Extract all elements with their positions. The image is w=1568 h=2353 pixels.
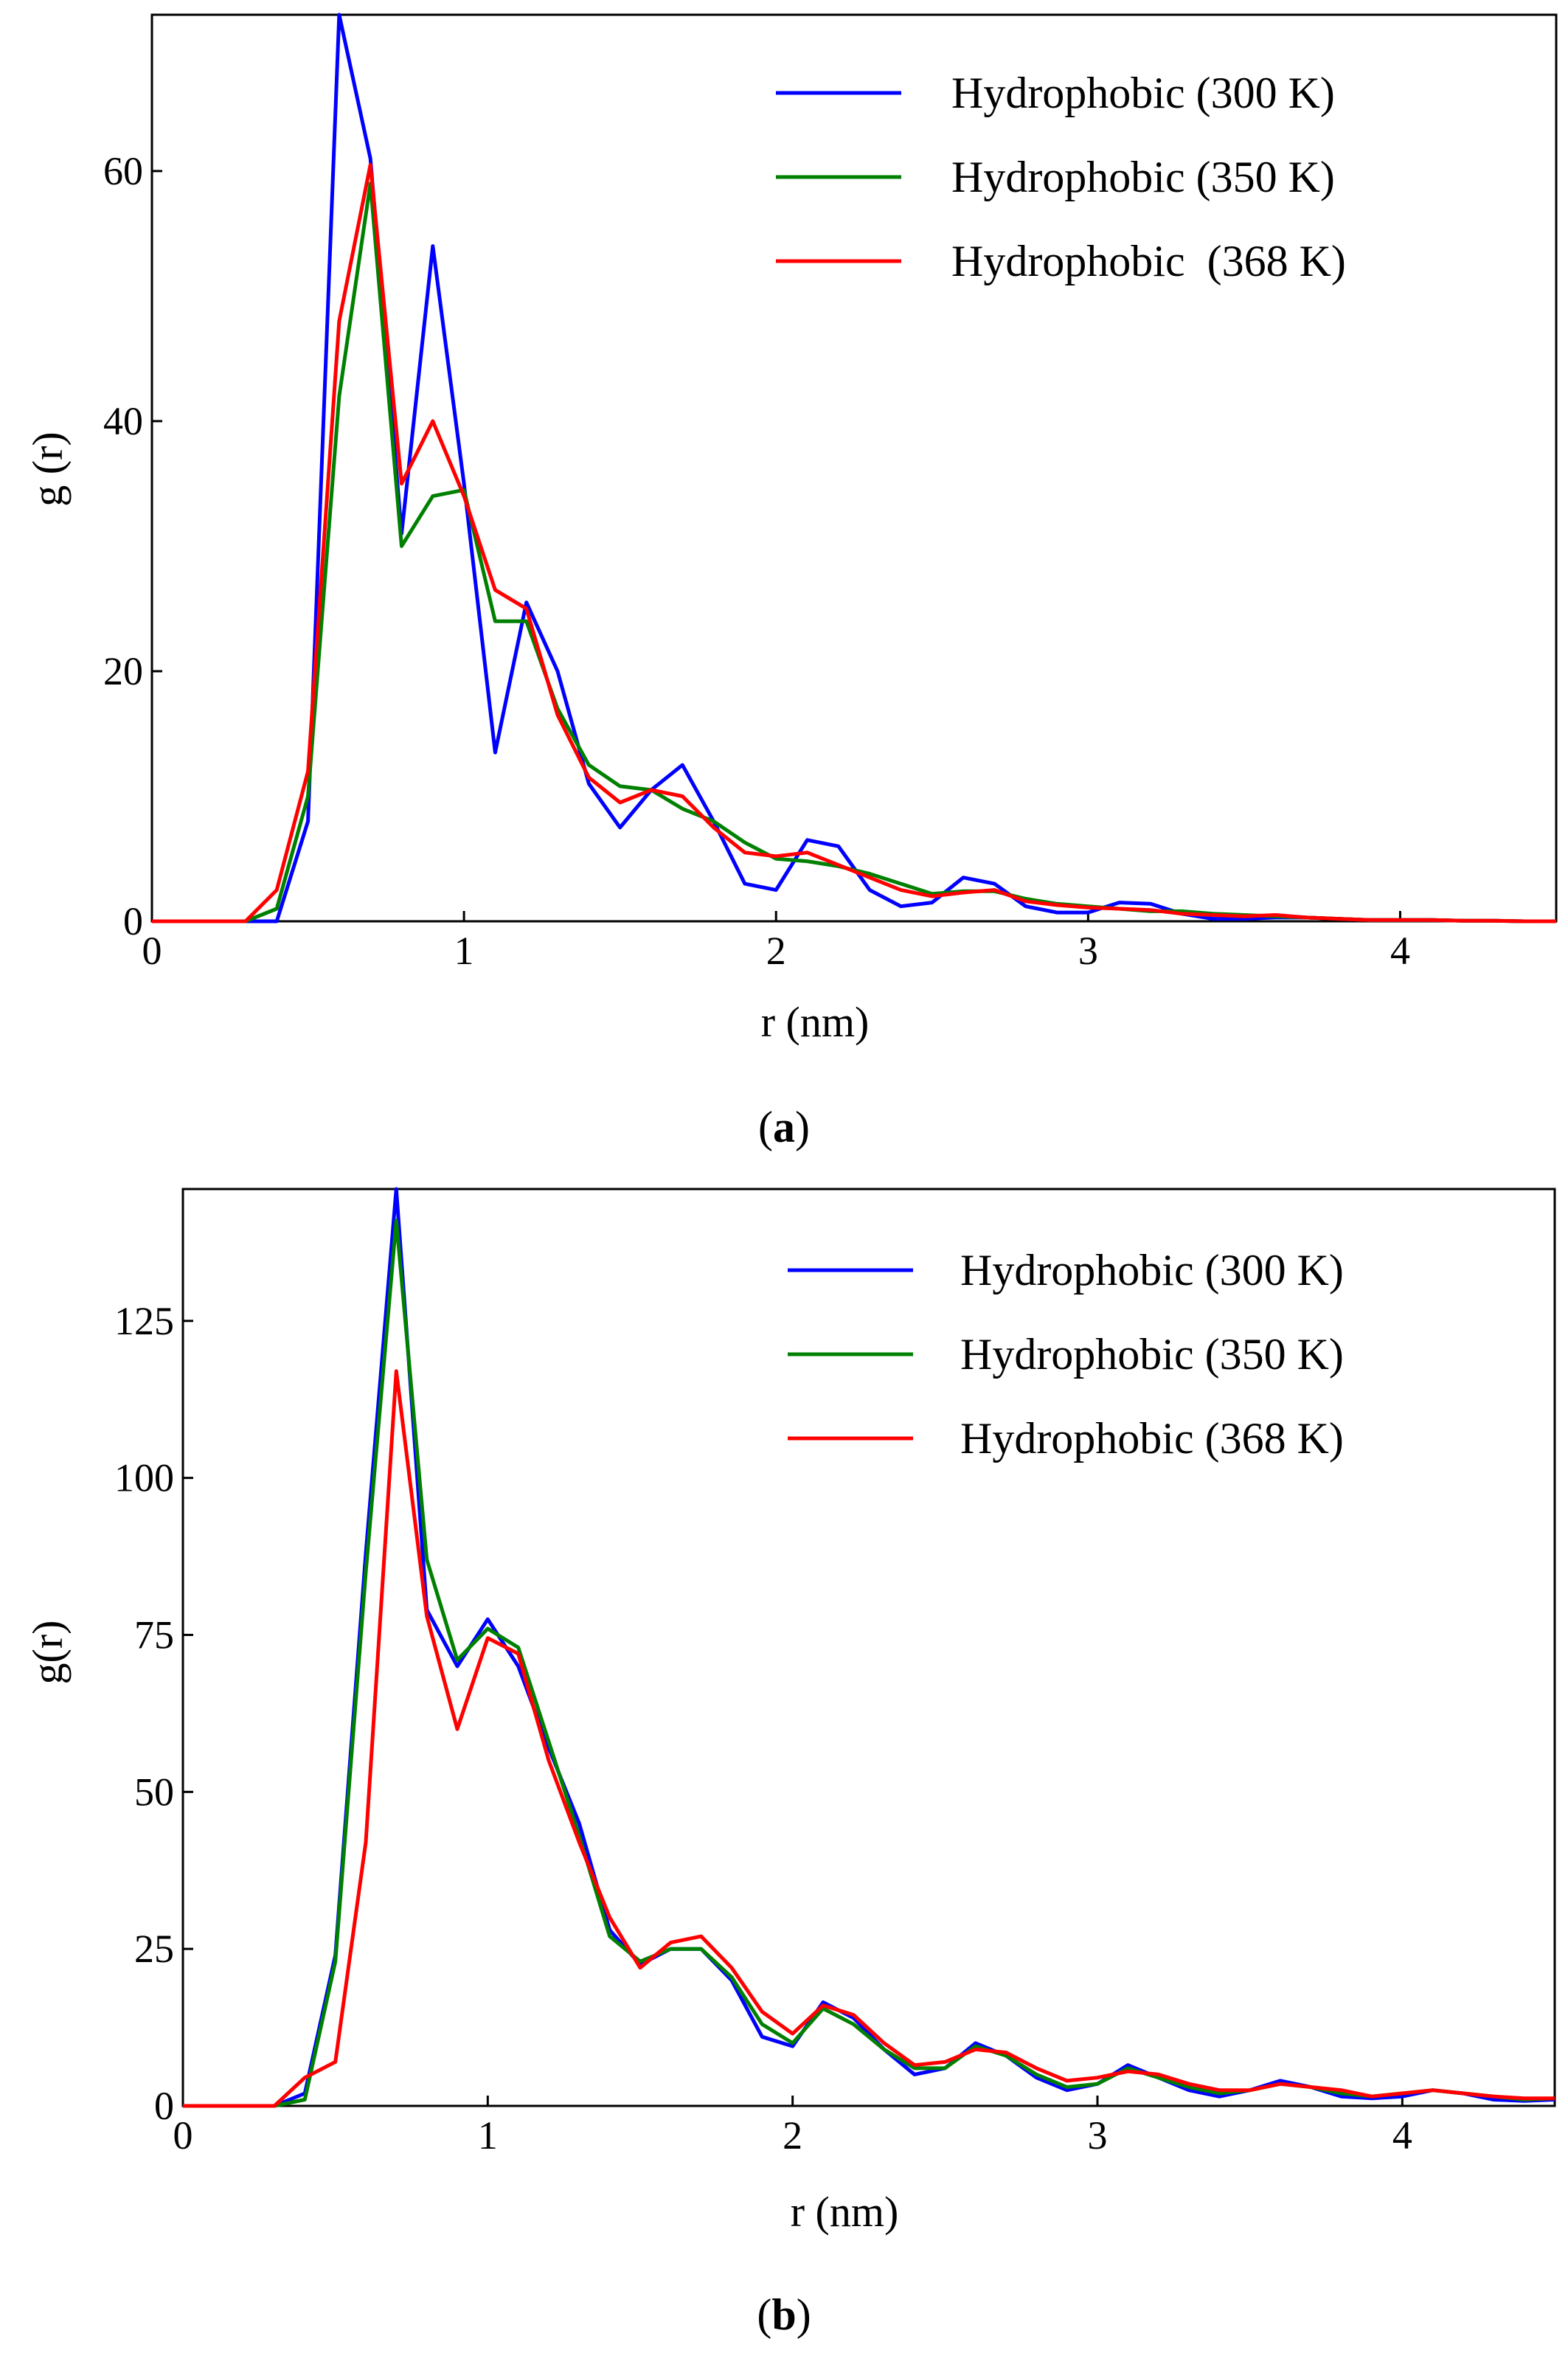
- panel-a-legend-label-2: Hydrophobic (350 K): [951, 153, 1335, 201]
- panel-b-x-tick-label: 0: [173, 2113, 193, 2158]
- panel-b-x-tick-label: 4: [1392, 2113, 1412, 2158]
- panel-b-plot-frame: [181, 1188, 1556, 2107]
- panel-b-legend-label-1: Hydrophobic (300 K): [960, 1246, 1344, 1295]
- panel-a-series: [152, 13, 1556, 923]
- panel-a-y-tick-label: 20: [103, 649, 143, 693]
- panel-b-caption: (b): [757, 2290, 811, 2339]
- panel-a-x-tick-label: 0: [142, 929, 162, 973]
- panel-a-x-axis-label: r (nm): [761, 998, 870, 1046]
- panel-a-caption: (a): [758, 1103, 810, 1151]
- panel-a-legend-label-1: Hydrophobic (300 K): [951, 69, 1335, 117]
- panel-a-legend: Hydrophobic (300 K) Hydrophobic (350 K) Hy…: [776, 69, 1346, 285]
- panel-b-y-tick-label: 100: [114, 1456, 174, 1500]
- panel-a-x-tick-label: 3: [1078, 929, 1098, 973]
- panel-a-y-axis-label: g (r): [24, 432, 72, 506]
- panel-b-legend-label-2: Hydrophobic (350 K): [960, 1330, 1344, 1379]
- panel-b-legend-label-3: Hydrophobic (368 K): [960, 1414, 1344, 1463]
- panel-b-y-tick-label: 25: [134, 1927, 174, 1971]
- panel-b-chart: 0 1 2 3 4 0 25 50 75 100 125 r (nm) g(r) Hydrophob…: [24, 1187, 1556, 2339]
- panel-b-series: [183, 1187, 1555, 2108]
- panel-b-letter: b: [771, 2290, 796, 2339]
- panel-b-y-tick-label: 50: [134, 1770, 174, 1814]
- panel-a-y-tick-label: 0: [123, 899, 143, 943]
- panel-a-letter: a: [773, 1103, 795, 1151]
- panel-b-y-tick-label: 125: [114, 1299, 174, 1343]
- panel-b-y-tick-label: 75: [134, 1612, 174, 1657]
- panel-b-x-tick-label: 3: [1088, 2113, 1108, 2158]
- panel-a-plot-frame: [150, 13, 1558, 923]
- panel-a-series-line-1: [152, 13, 1556, 923]
- panel-a-series-line-2: [152, 181, 1556, 923]
- panel-b-x-axis-label: r (nm): [791, 2188, 899, 2236]
- panel-b-y-axis-label: g(r): [24, 1621, 72, 1685]
- panel-a-x-tick-label: 1: [454, 929, 474, 973]
- panel-b-ticks: 0 1 2 3 4 0 25 50 75 100 125: [114, 1299, 1412, 2158]
- panel-b-series-line-3: [183, 1369, 1555, 2108]
- panel-a-series-line-3: [152, 162, 1556, 923]
- panel-a-x-tick-label: 4: [1390, 929, 1410, 973]
- panel-a-legend-label-3: Hydrophobic (368 K): [951, 237, 1346, 285]
- panel-b-legend: Hydrophobic (300 K) Hydrophobic (350 K) Hy…: [788, 1246, 1344, 1463]
- panel-a-x-tick-label: 2: [766, 929, 786, 973]
- panel-b-y-tick-label: 0: [154, 2084, 174, 2128]
- panel-b-x-tick-label: 2: [783, 2113, 802, 2158]
- panel-a-y-tick-label: 60: [103, 149, 143, 193]
- panel-b-x-tick-label: 1: [478, 2113, 498, 2158]
- panel-a-y-tick-label: 40: [103, 399, 143, 443]
